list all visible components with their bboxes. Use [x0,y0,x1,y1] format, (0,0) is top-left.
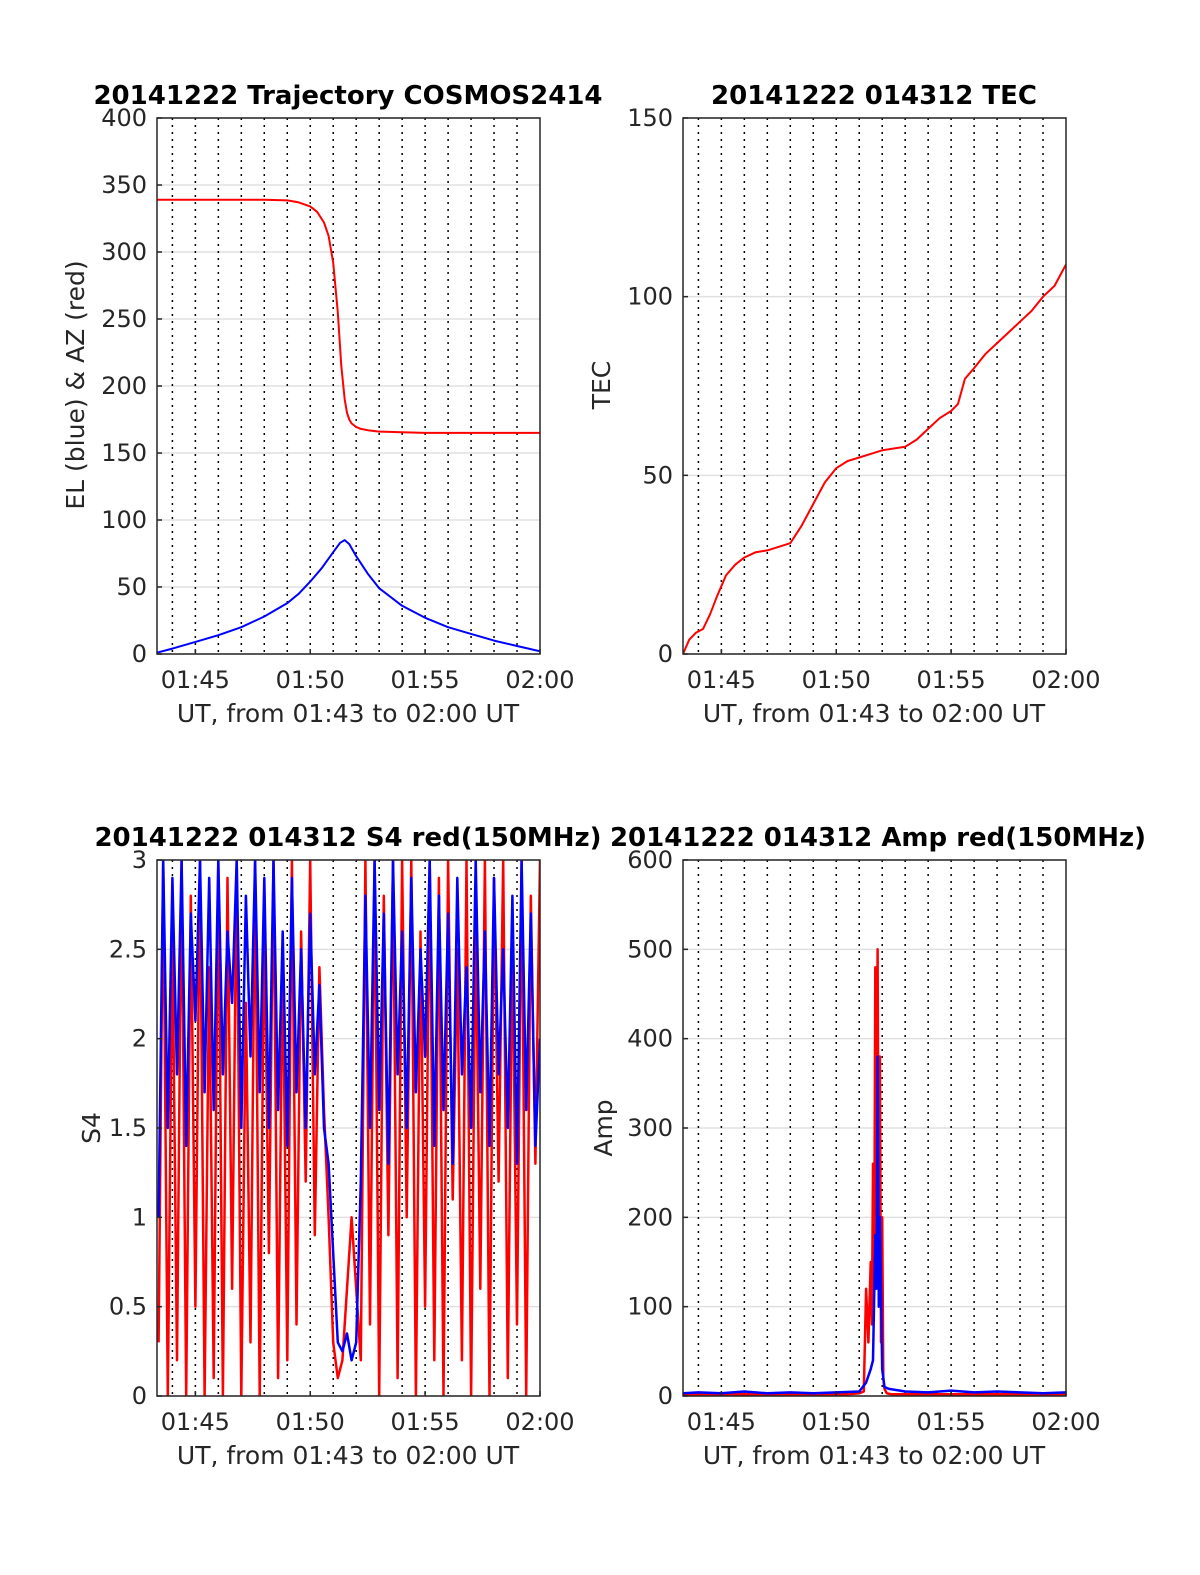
y-tick-label: 500 [627,935,673,963]
y-tick-label: 200 [101,372,147,400]
series-line-blue [157,860,540,1362]
y-tick-label: 2 [132,1025,147,1053]
series-line-red [157,198,540,434]
y-axis-label: TEC [587,361,616,411]
y-tick-label: 400 [101,104,147,132]
x-tick-label: 01:55 [917,1408,986,1436]
y-tick-label: 2.5 [109,935,147,963]
x-tick-label: 01:45 [687,1408,756,1436]
y-tick-label: 100 [627,283,673,311]
chart-title: 20141222 014312 TEC [711,81,1037,111]
x-tick-label: 01:50 [276,666,345,694]
y-tick-label: 0.5 [109,1293,147,1321]
y-axis-label: EL (blue) & AZ (red) [61,260,90,509]
x-tick-label: 01:55 [391,1408,460,1436]
x-tick-label: 02:00 [505,666,574,694]
y-tick-label: 1.5 [109,1114,147,1142]
x-tick-label: 01:45 [161,666,230,694]
y-tick-label: 0 [132,640,147,668]
chart-title: 20141222 014312 S4 red(150MHz) [94,823,601,853]
y-tick-label: 300 [627,1114,673,1142]
y-tick-label: 3 [132,846,147,874]
y-tick-label: 0 [658,1382,673,1410]
x-tick-label: 01:50 [802,1408,871,1436]
y-tick-label: 50 [116,573,147,601]
y-tick-label: 100 [101,506,147,534]
y-tick-label: 350 [101,171,147,199]
x-tick-label: 01:45 [687,666,756,694]
series-line-blue [683,1055,1066,1395]
y-tick-label: 300 [101,238,147,266]
amp-panel: 20141222 014312 Amp red(150MHz) UT, from… [589,823,1146,1470]
y-tick-label: 1 [132,1203,147,1231]
x-tick-label: 02:00 [1031,1408,1100,1436]
trajectory-panel: 20141222 Trajectory COSMOS2414 UT, from … [61,81,603,728]
series-line-red [157,860,540,1396]
x-axis-label: UT, from 01:43 to 02:00 UT [177,1441,520,1470]
x-tick-label: 01:50 [802,666,871,694]
x-tick-label: 01:55 [917,666,986,694]
x-tick-label: 02:00 [505,1408,574,1436]
x-tick-label: 01:45 [161,1408,230,1436]
y-tick-label: 200 [627,1203,673,1231]
s4-panel: 20141222 014312 S4 red(150MHz) UT, from … [77,823,602,1470]
chart-title: 20141222 Trajectory COSMOS2414 [93,81,602,111]
y-tick-label: 400 [627,1025,673,1053]
series-line-red [683,264,1066,654]
y-tick-label: 0 [132,1382,147,1410]
y-tick-label: 50 [642,461,673,489]
y-tick-label: 600 [627,846,673,874]
x-tick-label: 02:00 [1031,666,1100,694]
y-tick-label: 150 [627,104,673,132]
chart-title: 20141222 014312 Amp red(150MHz) [610,823,1146,853]
x-axis-label: UT, from 01:43 to 02:00 UT [177,699,520,728]
y-tick-label: 0 [658,640,673,668]
x-tick-label: 01:50 [276,1408,345,1436]
y-tick-label: 100 [627,1293,673,1321]
series-line-blue [157,539,540,654]
x-axis-label: UT, from 01:43 to 02:00 UT [703,699,1046,728]
y-tick-label: 250 [101,305,147,333]
x-tick-label: 01:55 [391,666,460,694]
y-tick-label: 150 [101,439,147,467]
tec-panel: 20141222 014312 TEC UT, from 01:43 to 02… [587,81,1101,728]
x-axis-label: UT, from 01:43 to 02:00 UT [703,1441,1046,1470]
axes-box [682,117,1067,655]
y-axis-label: S4 [77,1112,106,1144]
y-axis-label: Amp [589,1099,618,1156]
